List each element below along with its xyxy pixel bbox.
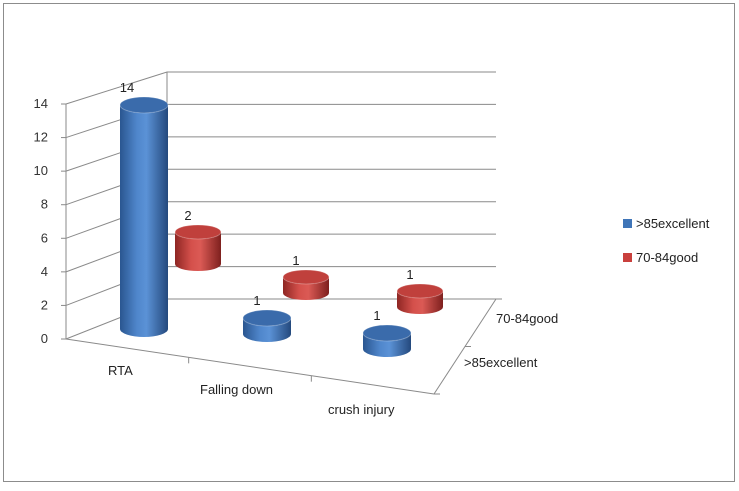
data-label: 1 [253, 293, 260, 308]
data-label: 1 [292, 253, 299, 268]
bar-cylinder-top [119, 96, 169, 114]
y-tick-label: 14 [34, 96, 48, 111]
bar-cylinder-body [120, 105, 168, 337]
y-tick-label: 0 [41, 331, 48, 346]
category-label: crush injury [328, 402, 395, 417]
bar-cylinder-top [396, 283, 444, 299]
labels: RTA Falling down crush injury >85excellent 7… [108, 80, 558, 417]
bar-cylinder-top [242, 309, 292, 327]
legend-label: 70-84good [636, 250, 698, 265]
bar-cylinder-body [283, 277, 329, 300]
y-tick-label: 10 [34, 163, 48, 178]
y-tick-label: 8 [41, 197, 48, 212]
category-label: Falling down [200, 382, 273, 397]
legend-label: >85excellent [636, 216, 710, 231]
bar-cylinder-body [243, 318, 291, 342]
data-label: 1 [406, 267, 413, 282]
bar-cylinder-top [362, 324, 412, 342]
data-label: 14 [120, 80, 134, 95]
category-label: RTA [108, 363, 133, 378]
bar-cylinder-body [175, 232, 221, 271]
chart-frame: 0 2 4 6 8 10 12 14 RTA Falling down crush injury >… [3, 3, 735, 482]
legend-swatch [623, 253, 632, 262]
bar-cylinder-body [363, 333, 411, 357]
x-axis-line [65, 338, 435, 395]
y-tick-label: 4 [41, 264, 48, 279]
data-label: 1 [373, 308, 380, 323]
legend: >85excellent 70-84good [623, 216, 710, 265]
data-label: 2 [184, 208, 191, 223]
depth-label: 70-84good [496, 311, 558, 326]
bars [119, 96, 444, 357]
bar-cylinder-top [282, 269, 330, 285]
y-tick-label: 6 [41, 230, 48, 245]
depth-label: >85excellent [464, 355, 538, 370]
legend-swatch [623, 219, 632, 228]
bar-cylinder-top [174, 224, 222, 240]
bar-cylinder-body [397, 291, 443, 314]
y-tick-label: 12 [34, 130, 48, 145]
y-tick-label: 2 [41, 297, 48, 312]
